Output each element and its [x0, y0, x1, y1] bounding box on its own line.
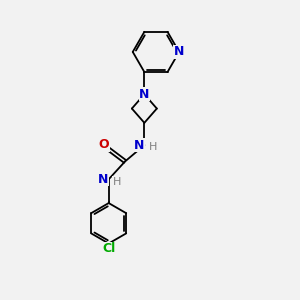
Text: N: N [134, 139, 144, 152]
Text: H: H [148, 142, 157, 152]
Text: N: N [174, 45, 184, 58]
Text: Cl: Cl [102, 242, 115, 255]
Text: H: H [113, 177, 121, 187]
Text: O: O [98, 138, 109, 151]
Text: N: N [98, 173, 109, 186]
Text: N: N [139, 88, 149, 101]
